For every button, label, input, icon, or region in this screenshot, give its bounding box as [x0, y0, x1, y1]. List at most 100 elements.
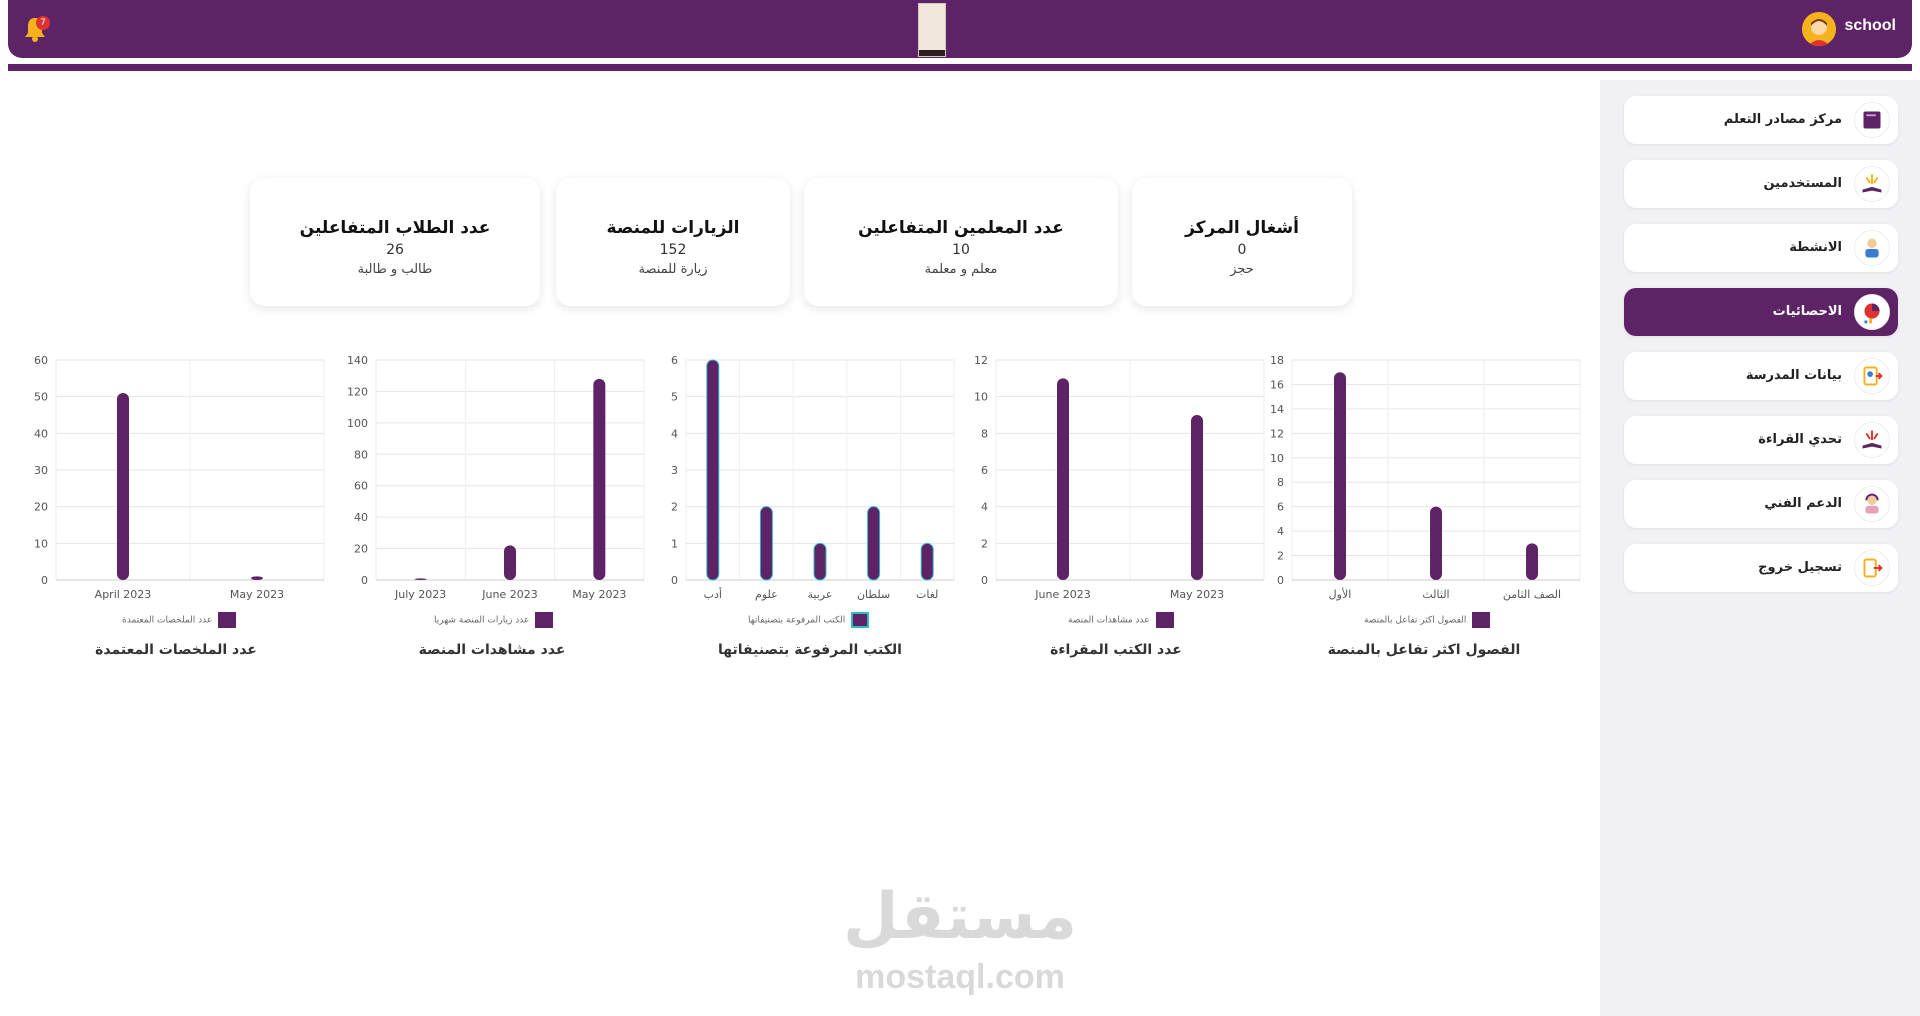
legend-swatch	[1155, 612, 1174, 628]
x-tick-label: علوم	[755, 588, 778, 601]
top-bar	[8, 0, 1912, 58]
x-tick-label: May 2023	[230, 588, 284, 601]
sidebar-item-learning-center[interactable]: مركز مصادر التعلم	[1624, 96, 1898, 144]
bar[interactable]	[593, 378, 606, 580]
stat-title: عدد الطلاب المتفاعلين	[299, 218, 491, 238]
x-tick-label: الصف الثامن	[1503, 588, 1561, 601]
y-tick-label: 40	[34, 427, 48, 440]
sidebar-item-reading-challenge[interactable]: تحدي القراءة	[1624, 416, 1898, 464]
y-tick-label: 8	[981, 427, 988, 440]
y-tick-label: 0	[361, 574, 368, 587]
chart-books-read: 0 2 4 6 8 10 12 June 2023 May 2023	[974, 354, 1265, 601]
y-tick-label: 50	[34, 391, 48, 404]
stat-card-platform-visits: الزيارات للمنصة 152 زيارة للمنصة	[556, 178, 790, 306]
chart-title: الكتب المرفوعة بتصنيفاتها	[718, 642, 902, 658]
stat-card-active-students: عدد الطلاب المتفاعلين 26 طالب و طالبة	[250, 178, 540, 306]
chart-legend: الكتب المرفوعة بتصنيفاتها	[748, 612, 870, 630]
sidebar-item-users[interactable]: المستخدمين	[1624, 160, 1898, 208]
sidebar-item-support[interactable]: الدعم الفني	[1624, 480, 1898, 528]
bar[interactable]	[1430, 506, 1442, 580]
legend-label: عدد مشاهدات المنصة	[1068, 615, 1150, 626]
y-tick-label: 0	[671, 574, 678, 587]
legend-swatch	[851, 612, 870, 628]
bar[interactable]	[920, 542, 934, 581]
logout-icon	[1854, 550, 1890, 586]
bar[interactable]	[1334, 372, 1346, 580]
y-tick-label: 16	[1270, 378, 1284, 391]
stat-title: أشغال المركز	[1185, 218, 1299, 238]
y-tick-label: 10	[974, 391, 988, 404]
y-tick-label: 6	[1277, 501, 1284, 514]
chart-uploaded-books: 0 1 2 3 4 5 6 أدب علوم عربية سلطان لغات	[671, 354, 955, 601]
chart-legend: الفصول اكثر تفاعل بالمنصة	[1364, 612, 1491, 630]
x-tick-label: الأول	[1329, 587, 1352, 601]
y-tick-label: 60	[34, 354, 48, 367]
y-tick-label: 2	[671, 501, 678, 514]
bar[interactable]	[414, 578, 427, 580]
y-tick-label: 40	[354, 511, 368, 524]
y-tick-label: 6	[981, 464, 988, 477]
bar[interactable]	[1191, 415, 1203, 580]
x-tick-label: سلطان	[857, 588, 890, 601]
watermark-url: mostaql.com	[855, 958, 1065, 996]
y-tick-label: 6	[671, 354, 678, 367]
chart-title: عدد الملخصات المعتمدة	[95, 642, 257, 658]
chart-platform-views: 0 20 40 60 80 100 120 140 July 2023 June 2023 May …	[347, 354, 645, 601]
watermark-logo: مستقل	[842, 880, 1078, 954]
sidebar-item-activities[interactable]: الانشطة	[1624, 224, 1898, 272]
stat-card-center-occupancy: أشغال المركز 0 حجز	[1132, 178, 1352, 306]
stat-unit: طالب و طالبة	[357, 262, 433, 277]
user-name[interactable]: school	[1844, 17, 1896, 34]
y-tick-label: 14	[1270, 403, 1284, 416]
x-tick-label: عربية	[808, 588, 833, 601]
reading-challenge-icon	[1854, 422, 1890, 458]
y-tick-label: 12	[1270, 427, 1284, 440]
bar[interactable]	[251, 576, 263, 580]
legend-label: الكتب المرفوعة بتصنيفاتها	[748, 615, 846, 626]
sidebar-item-logout[interactable]: تسجيل خروج	[1624, 544, 1898, 592]
chart-legend: عدد الملخصات المعتمدة	[122, 612, 237, 630]
legend-label: عدد زيارات المنصة شهريا	[434, 615, 530, 626]
sidebar-item-label: بيانات المدرسة	[1745, 368, 1842, 383]
y-tick-label: 4	[981, 501, 988, 514]
bar[interactable]	[1526, 543, 1538, 580]
sidebar-item-statistics[interactable]: الاحصائيات	[1624, 288, 1898, 336]
y-tick-label: 0	[981, 574, 988, 587]
y-tick-label: 80	[354, 448, 368, 461]
bar[interactable]	[1057, 378, 1069, 580]
x-tick-label: May 2023	[1170, 588, 1224, 601]
bar[interactable]	[117, 393, 129, 580]
stat-card-active-teachers: عدد المعلمين المتفاعلين 10 معلم و معلمة	[804, 178, 1118, 306]
sidebar-item-label: مركز مصادر التعلم	[1723, 112, 1842, 127]
stat-title: الزيارات للمنصة	[606, 218, 740, 238]
sidebar: مركز مصادر التعلم المستخدمين الانشطة الا…	[1600, 80, 1920, 1016]
support-icon	[1854, 486, 1890, 522]
top-divider	[8, 64, 1912, 71]
bar[interactable]	[706, 359, 720, 581]
sidebar-item-label: تحدي القراءة	[1758, 432, 1842, 447]
stat-value: 152	[659, 242, 687, 258]
y-tick-label: 18	[1270, 354, 1284, 367]
logo-thumbnail	[918, 3, 946, 57]
notification-badge: 7	[36, 16, 50, 30]
sidebar-item-school-data[interactable]: بيانات المدرسة	[1624, 352, 1898, 400]
chart-approved-summaries: 0 10 20 30 40 50 60 April 2023 May 2023	[34, 354, 325, 601]
chart-most-active-classes: 0 2 4 6 8 10 12 14 16 18 الأول الثالث الصف الثامن	[1270, 354, 1581, 601]
y-tick-label: 20	[354, 543, 368, 556]
sidebar-item-label: الانشطة	[1789, 240, 1842, 255]
x-tick-label: الثالث	[1422, 588, 1449, 601]
bar[interactable]	[867, 506, 881, 581]
legend-label: عدد الملخصات المعتمدة	[122, 615, 213, 626]
y-tick-label: 20	[34, 501, 48, 514]
y-tick-label: 0	[41, 574, 48, 587]
stat-value: 26	[386, 242, 404, 258]
chart-title: الفصول اكثر تفاعل بالمنصة	[1327, 642, 1521, 658]
sidebar-item-label: الدعم الفني	[1764, 496, 1842, 511]
stat-title: عدد المعلمين المتفاعلين	[858, 218, 1064, 238]
bar[interactable]	[813, 542, 827, 581]
avatar[interactable]	[1802, 12, 1836, 46]
sidebar-item-label: المستخدمين	[1763, 176, 1842, 191]
bar[interactable]	[504, 545, 516, 580]
bar[interactable]	[759, 506, 773, 581]
school-data-icon	[1854, 358, 1890, 394]
